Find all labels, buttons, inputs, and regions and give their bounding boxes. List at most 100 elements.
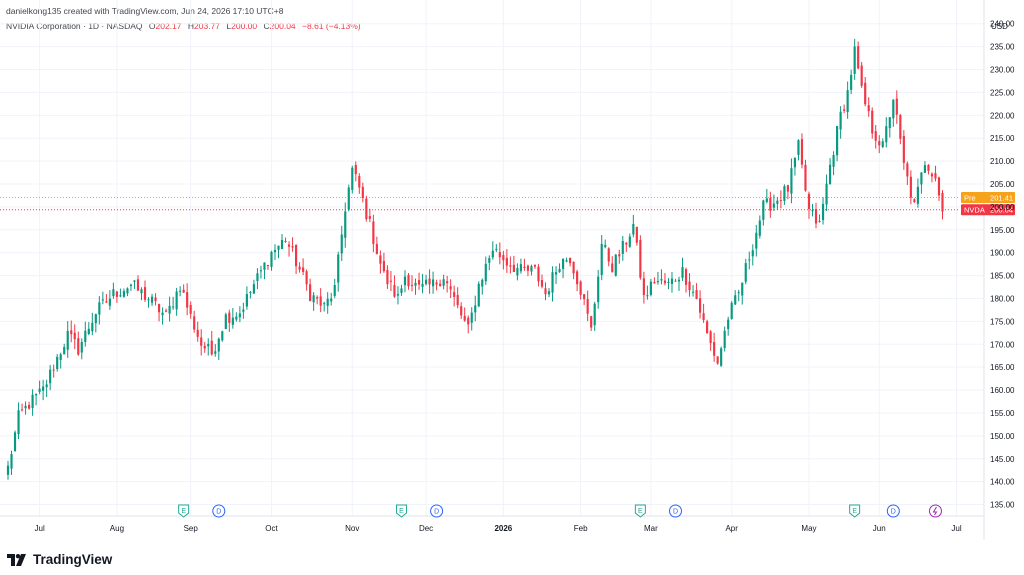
candle-body (396, 294, 400, 296)
candle-body (305, 271, 308, 285)
time-tick-label: Sep (184, 524, 199, 533)
earnings-marker-icon (849, 504, 861, 518)
candle-body (410, 284, 414, 286)
candle-body (762, 200, 765, 220)
candle-body (63, 347, 66, 355)
price-tick-label: 230.00 (990, 66, 1015, 75)
tradingview-brand[interactable]: TradingView (7, 552, 112, 567)
candle-body (727, 319, 730, 330)
candle-body (467, 317, 470, 325)
candle-body (871, 110, 874, 134)
time-tick-label: Jul (35, 524, 45, 533)
candle-body (698, 298, 702, 313)
candle-body (302, 267, 305, 272)
symbol-title[interactable]: NVIDIA Corporation · 1D · NASDAQ (6, 21, 143, 31)
earnings-marker-icon (634, 504, 646, 518)
candle-body (6, 465, 10, 475)
candle-body (804, 164, 807, 191)
time-tick-label: Apr (725, 524, 738, 533)
candle-body (439, 283, 442, 286)
candle-body (709, 331, 712, 344)
price-tick-label: 175.00 (990, 317, 1015, 326)
candle-body (850, 74, 853, 90)
candle-body (569, 257, 572, 264)
candle-body (565, 260, 568, 262)
earnings-marker-icon (178, 504, 190, 518)
candle-body (930, 173, 934, 177)
price-label-pre-name: Pre (964, 193, 976, 202)
candle-body (607, 248, 610, 262)
candle-body (509, 265, 512, 267)
candle-body (49, 369, 52, 384)
time-tick-label: Dec (419, 524, 433, 533)
close-value: 200.04 (269, 21, 296, 31)
candle-body (38, 388, 41, 392)
candle-body (807, 193, 811, 210)
candle-body (77, 338, 80, 355)
candle-body (340, 234, 343, 254)
candle-body (526, 265, 530, 271)
candle-body (98, 302, 101, 315)
candle-body (122, 291, 126, 297)
price-tick-label: 200.00 (990, 203, 1015, 212)
candle-body (737, 292, 740, 294)
candle-body (860, 65, 863, 86)
high-value: 203.77 (194, 21, 221, 31)
candle-body (495, 248, 498, 250)
price-tick-label: 205.00 (990, 180, 1015, 189)
candle-body (294, 244, 298, 267)
candle-body (358, 176, 361, 188)
candle-body (811, 210, 814, 212)
candle-body (59, 354, 62, 360)
candle-body (625, 242, 628, 245)
candle-body (245, 294, 248, 307)
price-lines: Pre 201.41 NVDA 200.04 (0, 191, 1015, 216)
price-label-nvda-name: NVDA (964, 206, 985, 215)
time-axis[interactable]: Jul Aug Sep Oct Nov Dec 2026 Feb Mar Apr May Jun Jul (35, 524, 962, 533)
candle-body (814, 209, 818, 224)
candle-body (551, 272, 554, 293)
close-key: C (263, 21, 270, 31)
candle-body (140, 289, 143, 294)
price-axis[interactable]: USD 135.00 140.00 145.00 150.00 155.00 160.00… (990, 20, 1015, 510)
candle-body (460, 306, 463, 316)
candle-body (463, 315, 466, 321)
candle-body (519, 264, 522, 272)
candle-body (635, 226, 638, 243)
candle-body (421, 283, 424, 287)
candle-body (165, 310, 168, 312)
time-tick-label: Oct (265, 524, 278, 533)
candle-body (857, 46, 860, 69)
candle-body (909, 176, 912, 198)
candle-body (200, 337, 203, 346)
currency-label: USD (991, 22, 1008, 31)
candle-body (628, 236, 631, 247)
candle-body (368, 216, 371, 219)
candle-body (906, 163, 909, 177)
candle-body (505, 257, 508, 266)
candle-body (273, 250, 277, 253)
candle-body (537, 266, 540, 282)
candle-body (168, 305, 171, 314)
candlestick-series (6, 38, 944, 480)
candle-body (547, 291, 551, 295)
candle-body (312, 295, 315, 303)
candle-body (231, 317, 234, 325)
candle-body (491, 250, 494, 258)
candle-body (621, 241, 624, 254)
candle-body (639, 239, 642, 278)
open-value: 202.17 (155, 21, 182, 31)
time-tick-label: Nov (345, 524, 359, 533)
candle-body (544, 288, 547, 295)
candle-body (52, 369, 55, 371)
candle-body (186, 292, 189, 308)
candle-body (316, 297, 319, 299)
candle-body (326, 298, 329, 306)
candle-body (744, 263, 747, 282)
candle-body (179, 290, 182, 292)
candle-body (143, 287, 147, 300)
candle-body (393, 285, 396, 297)
candle-body (94, 314, 97, 324)
candle-body (832, 154, 835, 167)
